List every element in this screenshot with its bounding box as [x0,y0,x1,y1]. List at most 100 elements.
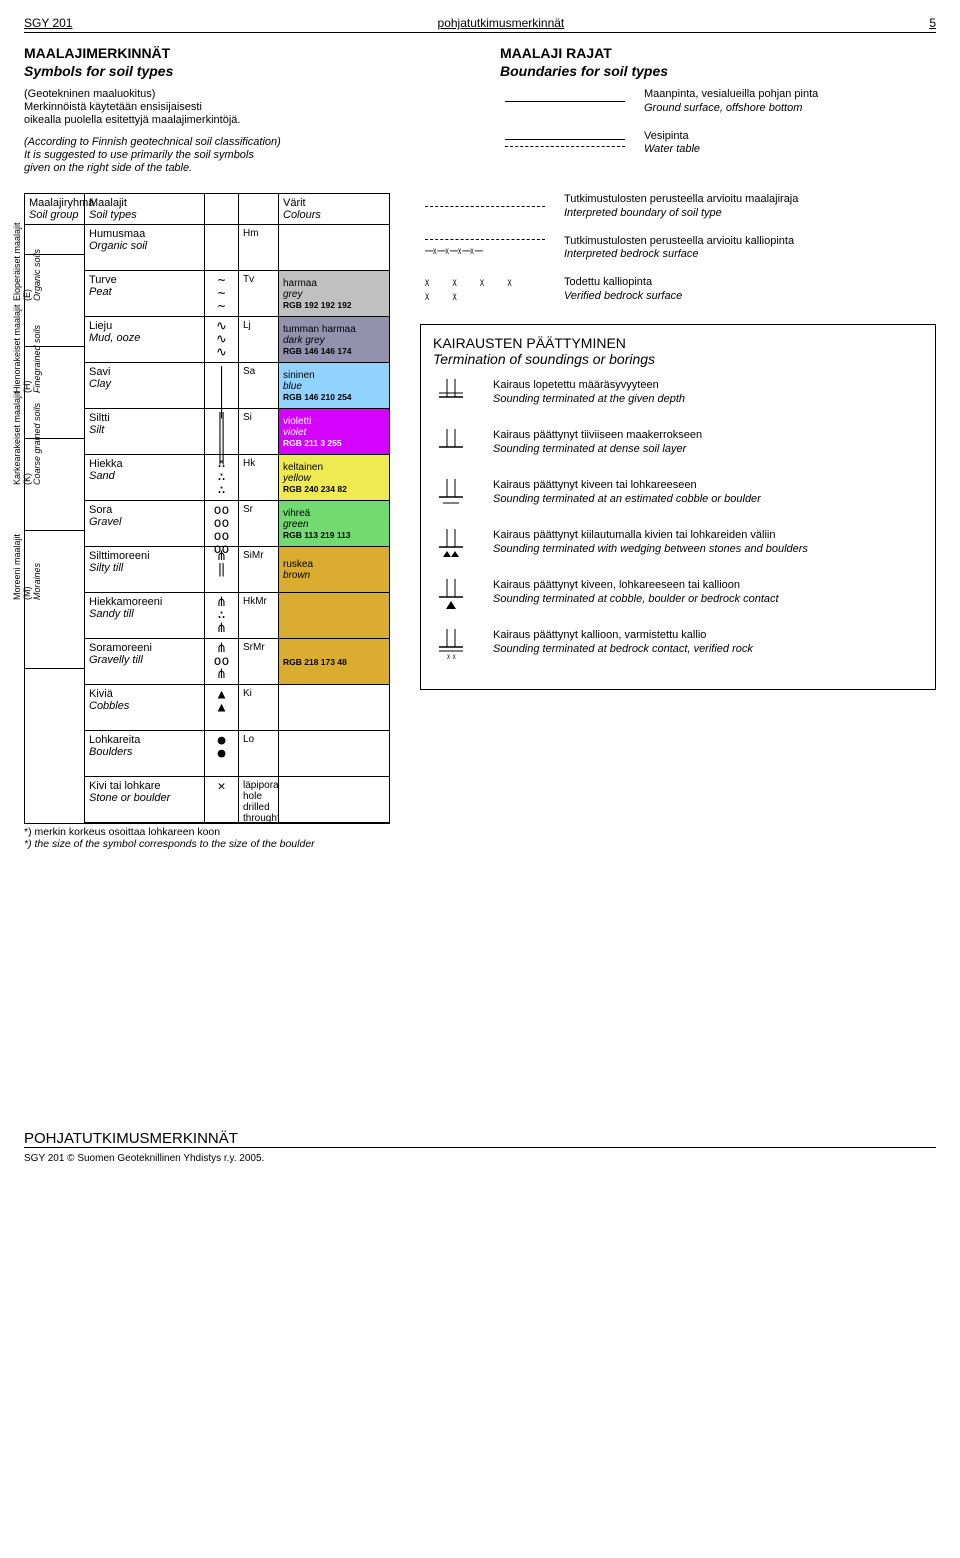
head-types-en: Soil types [89,209,137,221]
head-types: Maalajit Soil types [85,194,205,224]
soil-row: HiekkamoreeniSandy till ⋔ ∴ ⋔ HkMr [85,593,389,639]
soil-colour: RGB 218 173 48 [279,639,389,684]
term-title-en: Termination of soundings or borings [433,351,655,367]
right-heading: MAALAJI RAJAT Boundaries for soil types [500,45,936,80]
soil-symbol-icon: ∼ ∼ ∼ [205,271,239,316]
head-col-en: Colours [283,209,321,221]
soil-table: Maalajiryhmä Soil group Eloperäiset maal… [24,193,390,824]
soil-name: HiekkamoreeniSandy till [85,593,205,638]
group-label: Eloperäiset maalajit(E)Organic soils [12,222,42,301]
termination-row: Kairaus päättynyt kiveen, lohkareeseen t… [433,579,923,613]
table-footnote: *) merkin korkeus osoittaa lohkareen koo… [24,826,390,850]
head-types-fi: Maalajit [89,197,127,209]
group-slot: Moreeni maalajit(M)Moraines [25,531,84,669]
boundary-symbol [500,101,630,102]
termination-row: ᵡ ᵡ Kairaus päättynyt kallioon, varmiste… [433,629,923,663]
boundary-row: Maanpinta, vesialueilla pohjan pintaGrou… [500,88,936,116]
footer-title: POHJATUTKIMUSMERKINNÄT [24,1130,936,1147]
left-note-2: (According to Finnish geotechnical soil … [24,136,460,176]
header-bar: SGY 201 pohjatutkimusmerkinnät 5 [24,16,936,33]
header-page: 5 [929,16,936,30]
soil-symbol-icon: ‖ ‖ ‖ ‖ [205,409,239,454]
boundary-symbol [420,206,550,207]
soil-symbol-icon: ⋔ ∴ ⋔ [205,593,239,638]
soil-colour: vihreägreen RGB 113 219 113 [279,501,389,546]
group-head: Maalajiryhmä Soil group [25,194,84,225]
soil-row: KiviäCobbles ▲ ▲ Ki [85,685,389,731]
termination-row: Kairaus päättynyt kiilautumalla kivien t… [433,529,923,563]
soil-name: LohkareitaBoulders [85,731,205,776]
termination-text: Kairaus päättynyt kiveen, lohkareeseen t… [493,579,779,607]
soil-symbol-icon: ● ● [205,731,239,776]
termination-symbol-icon [433,579,479,613]
boundary-text: Tutkimustulosten perusteella arvioitu ma… [564,193,798,221]
soil-symbol-icon: ✕ [205,777,239,822]
soil-name: TurvePeat [85,271,205,316]
soil-symbol-icon: ⋔ ‖ [205,547,239,592]
soil-colour [279,593,389,638]
soil-colour: tumman harmaadark grey RGB 146 146 174 [279,317,389,362]
soil-name: HumusmaaOrganic soil [85,225,205,270]
soil-table-wrap: Maalajiryhmä Soil group Eloperäiset maal… [24,193,390,850]
soil-name: LiejuMud, ooze [85,317,205,362]
boundary-text: VesipintaWater table [644,130,700,158]
term-title-fi: KAIRAUSTEN PÄÄTTYMINEN [433,335,626,351]
header-center: pohjatutkimusmerkinnät [72,16,929,30]
termination-symbol-icon: ᵡ ᵡ [433,629,479,663]
note-fi-2: Merkinnöistä käytetään ensisijaisesti [24,101,202,113]
soil-abbr: Sr [239,501,279,546]
soil-abbr: Tv [239,271,279,316]
right-heading-col: MAALAJI RAJAT Boundaries for soil types … [500,45,936,175]
termination-row: Kairaus päättynyt tiiviiseen maakerrokse… [433,429,923,463]
soil-name: Kivi tai lohkareStone or boulder [85,777,205,822]
boundary-symbol: ᠆᠆ᵡ᠆᠆ᵡ᠆᠆ᵡ᠆᠆ᵡ᠆᠆ [420,239,550,258]
group-slot: Karkearakeiset maalajit(K)Coarse grained… [25,439,84,531]
left-heading-en: Symbols for soil types [24,63,173,79]
note-en-2: It is suggested to use primarily the soi… [24,149,254,161]
soil-abbr: Lj [239,317,279,362]
boundary-row: ᠆᠆ᵡ᠆᠆ᵡ᠆᠆ᵡ᠆᠆ᵡ᠆᠆ Tutkimustulosten perustee… [420,235,936,263]
head-col-fi: Värit [283,197,306,209]
footnote-en: *) the size of the symbol corresponds to… [24,838,315,850]
soil-abbr: Hm [239,225,279,270]
termination-text: Kairaus päättynyt tiiviiseen maakerrokse… [493,429,702,457]
soil-symbol-icon: ∿ ∿ ∿ [205,317,239,362]
group-body: Eloperäiset maalajit(E)Organic soils Hie… [25,225,84,823]
headings-row: MAALAJIMERKINNÄT Symbols for soil types … [24,45,936,175]
group-label: Hienorakeiset maalajit(H)Finegrained soi… [12,304,42,393]
soil-row: HumusmaaOrganic soil Hm [85,225,389,271]
soil-colour [279,731,389,776]
note-fi-3: oikealla puolella esitettyjä maalajimerk… [24,114,240,126]
main-content: Maalajiryhmä Soil group Eloperäiset maal… [24,193,936,850]
footnote-fi: *) merkin korkeus osoittaa lohkareen koo… [24,826,220,838]
footer-line: SGY 201 © Suomen Geoteknillinen Yhdistys… [24,1147,936,1164]
left-heading-col: MAALAJIMERKINNÄT Symbols for soil types … [24,45,460,175]
soil-colour [279,685,389,730]
rows-head: Maalajit Soil types Värit Colours [85,194,389,225]
termination-text: Kairaus päättynyt kiveen tai lohkareesee… [493,479,761,507]
soil-name: KiviäCobbles [85,685,205,730]
soil-abbr: SiMr [239,547,279,592]
left-heading-fi: MAALAJIMERKINNÄT [24,45,170,61]
soil-row: HiekkaSand ∴ ∴ ∴ Hk keltainenyellow RGB … [85,455,389,501]
footer: POHJATUTKIMUSMERKINNÄT SGY 201 © Suomen … [24,1130,936,1164]
boundary-row: ᵡ ᵡ ᵡ ᵡ ᵡ ᵡ Todettu kalliopintaVerified … [420,276,936,304]
boundary-symbol [500,139,630,147]
group-label: Karkearakeiset maalajit(K)Coarse grained… [12,391,42,485]
termination-box: KAIRAUSTEN PÄÄTTYMINEN Termination of so… [420,324,936,690]
soil-abbr: läpiporattu*) hole drilled through*) [239,777,279,822]
soil-symbol-icon: oo oo oo oo [205,501,239,546]
soil-symbol-icon: ∴ ∴ ∴ [205,455,239,500]
soil-row: SoraGravel oo oo oo oo Sr vihreägreen RG… [85,501,389,547]
soil-row: SoramoreeniGravelly till ⋔ oo ⋔ SrMr RGB… [85,639,389,685]
footer-sub: SGY 201 © Suomen Geoteknillinen Yhdistys… [24,1153,264,1164]
termination-symbol-icon [433,529,479,563]
soil-symbol-icon: ⋔ oo ⋔ [205,639,239,684]
termination-body: Kairaus lopetettu määräsyvyyteenSounding… [433,379,923,663]
group-head-en: Soil group [29,209,79,221]
soil-symbol-icon: ▲ ▲ [205,685,239,730]
header-left: SGY 201 [24,16,72,30]
boundary-symbol: ᵡ ᵡ ᵡ ᵡ ᵡ ᵡ [420,276,550,304]
right-heading-fi: MAALAJI RAJAT [500,45,612,61]
termination-text: Kairaus lopetettu määräsyvyyteenSounding… [493,379,685,407]
